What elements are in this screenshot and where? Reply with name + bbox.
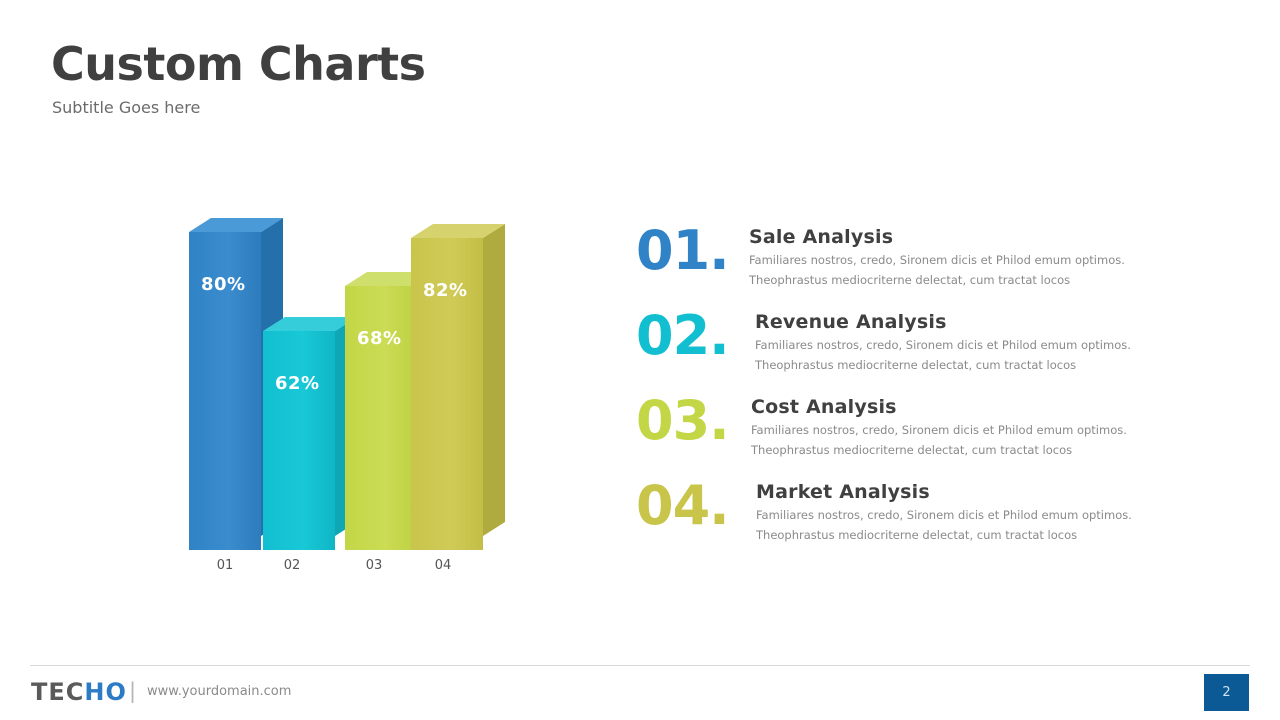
item-number-03: 03. (636, 389, 730, 452)
item-line2-01: Theophrastus mediocriterne delectat, cum… (749, 272, 1071, 287)
item-line1-03: Familiares nostros, credo, Sironem dicis… (751, 423, 1127, 437)
axis-label-01: 01 (216, 558, 234, 573)
item-title-03: Cost Analysis (751, 396, 897, 418)
bar-02[interactable]: 62% (263, 317, 357, 550)
axis-label-02: 02 (283, 558, 301, 573)
item-line2-04: Theophrastus mediocriterne delectat, cum… (756, 527, 1078, 542)
brand-logo-part2: HO (84, 678, 127, 706)
item-number-01: 01. (636, 219, 730, 282)
item-body-02: Revenue Analysis Familiares nostros, cre… (755, 311, 1131, 376)
item-title-02: Revenue Analysis (755, 311, 947, 333)
bar-04-side-face (483, 224, 505, 536)
footer-divider (30, 665, 1250, 666)
analysis-item-list: 01. Sale Analysis Familiares nostros, cr… (636, 219, 1156, 566)
item-body-01: Sale Analysis Familiares nostros, credo,… (749, 226, 1125, 291)
bar-02-top-face (263, 317, 357, 331)
bar-04[interactable]: 82% (411, 224, 505, 550)
brand-separator: | (129, 679, 137, 703)
page-title: Custom Charts (51, 37, 426, 91)
item-body-03: Cost Analysis Familiares nostros, credo,… (751, 396, 1127, 461)
bar-03-value: 68% (357, 328, 402, 349)
list-item[interactable]: 04. Market Analysis Familiares nostros, … (636, 474, 1156, 566)
bar-01-value: 80% (201, 274, 246, 295)
bar-01-top-face (189, 218, 283, 232)
item-title-01: Sale Analysis (749, 226, 894, 248)
list-item[interactable]: 01. Sale Analysis Familiares nostros, cr… (636, 219, 1156, 311)
bar-03[interactable]: 68% (345, 272, 439, 550)
item-line2-02: Theophrastus mediocriterne delectat, cum… (755, 357, 1077, 372)
page-subtitle: Subtitle Goes here (52, 98, 201, 117)
item-line2-03: Theophrastus mediocriterne delectat, cum… (751, 442, 1073, 457)
brand-logo[interactable]: TECHO (31, 678, 127, 706)
item-number-04: 04. (636, 474, 730, 537)
list-item[interactable]: 02. Revenue Analysis Familiares nostros,… (636, 304, 1156, 396)
item-line1-01: Familiares nostros, credo, Sironem dicis… (749, 253, 1125, 267)
axis-label-03: 03 (365, 558, 383, 573)
item-line1-02: Familiares nostros, credo, Sironem dicis… (755, 338, 1131, 352)
bar-04-front-face (411, 238, 483, 550)
bar-02-front-face (263, 331, 335, 550)
list-item[interactable]: 03. Cost Analysis Familiares nostros, cr… (636, 389, 1156, 481)
bar-02-value: 62% (275, 373, 320, 394)
bar-chart: 80% 62% 68% 82% 01 02 03 04 (0, 0, 560, 620)
bar-03-front-face (345, 286, 417, 550)
page-number-badge: 2 (1204, 674, 1249, 711)
item-number-02: 02. (636, 304, 730, 367)
bar-01[interactable]: 80% (189, 218, 283, 550)
item-body-04: Market Analysis Familiares nostros, cred… (756, 481, 1132, 546)
brand-logo-part1: TEC (31, 678, 85, 706)
footer-domain-link[interactable]: www.yourdomain.com (147, 684, 292, 699)
bar-04-value: 82% (423, 280, 468, 301)
item-line1-04: Familiares nostros, credo, Sironem dicis… (756, 508, 1132, 522)
item-title-04: Market Analysis (756, 481, 930, 503)
bar-04-top-face (411, 224, 505, 238)
axis-label-04: 04 (434, 558, 452, 573)
bar-01-front-face (189, 232, 261, 550)
